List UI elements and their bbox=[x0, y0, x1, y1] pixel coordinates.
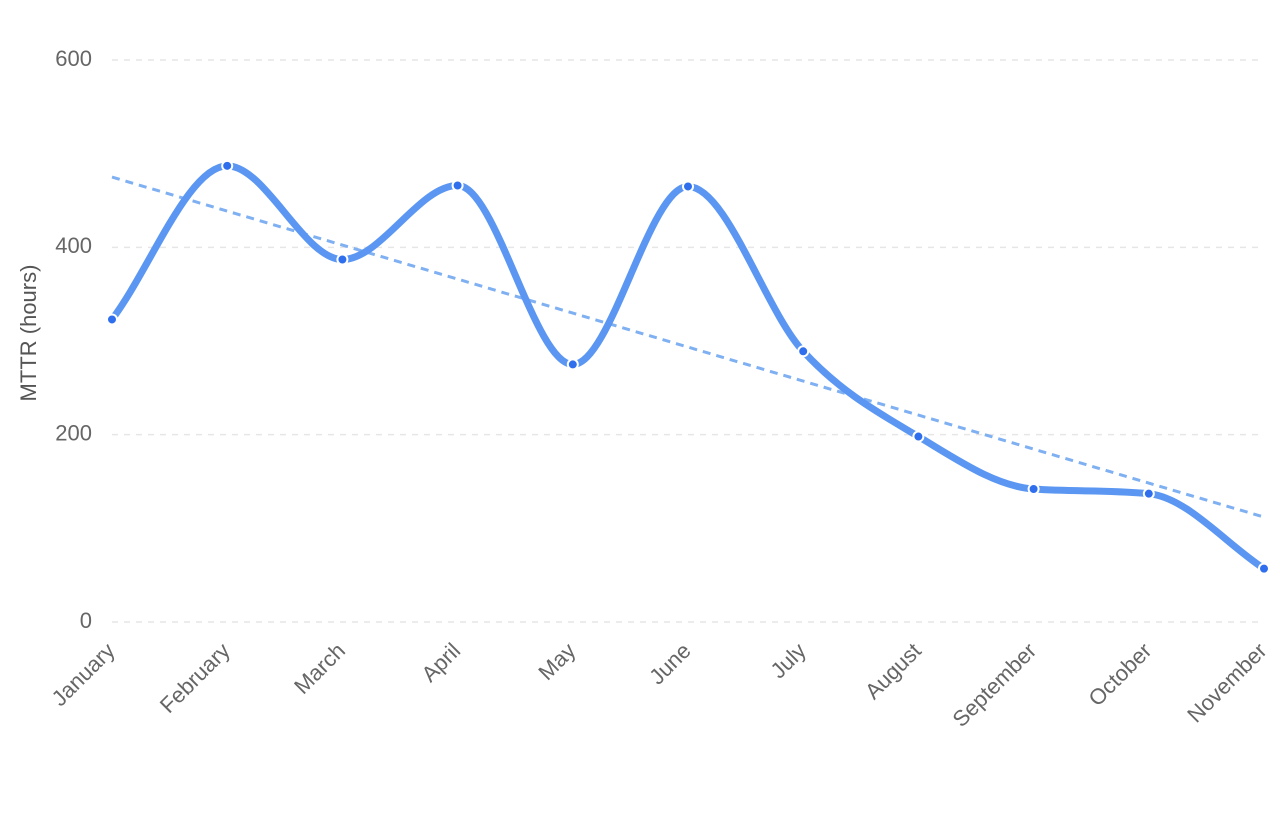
y-tick-label: 0 bbox=[80, 608, 92, 633]
data-point-february[interactable] bbox=[221, 159, 234, 172]
data-point-june[interactable] bbox=[682, 180, 694, 193]
data-point-august[interactable] bbox=[912, 430, 925, 443]
x-tick-label: January bbox=[47, 638, 120, 711]
x-tick-label: November bbox=[1182, 638, 1271, 727]
x-tick-label: February bbox=[155, 638, 235, 718]
x-tick-label: March bbox=[289, 638, 350, 699]
data-point-july[interactable] bbox=[797, 345, 810, 358]
x-tick-label: July bbox=[766, 638, 811, 683]
data-point-march[interactable] bbox=[336, 253, 349, 266]
data-point-may[interactable] bbox=[566, 358, 579, 371]
series-line bbox=[108, 162, 1268, 573]
x-tick-label: April bbox=[416, 638, 465, 687]
grid-lines bbox=[112, 59, 1264, 623]
y-tick-label: 600 bbox=[55, 46, 92, 71]
y-axis-tick-labels: 0 200 400 600 bbox=[55, 46, 92, 633]
x-tick-label: October bbox=[1083, 638, 1156, 711]
y-tick-label: 200 bbox=[55, 420, 92, 445]
data-point-april[interactable] bbox=[451, 179, 464, 192]
y-tick-label: 400 bbox=[55, 233, 92, 258]
x-axis-tick-labels: January February March April May June July Augu… bbox=[47, 638, 1272, 732]
x-tick-label: August bbox=[860, 638, 926, 704]
data-point-november[interactable] bbox=[1258, 562, 1270, 575]
x-tick-label: September bbox=[947, 638, 1041, 732]
x-tick-label: May bbox=[533, 638, 580, 685]
data-point-january[interactable] bbox=[106, 313, 118, 326]
data-point-september[interactable] bbox=[1027, 482, 1040, 495]
data-points bbox=[106, 159, 1270, 575]
trend-line-group bbox=[111, 175, 1265, 519]
y-axis-title: MTTR (hours) bbox=[16, 265, 41, 402]
data-point-october[interactable] bbox=[1142, 487, 1155, 500]
trend-line bbox=[111, 175, 1265, 519]
series-line-group bbox=[108, 162, 1268, 573]
x-tick-label: June bbox=[644, 638, 695, 689]
